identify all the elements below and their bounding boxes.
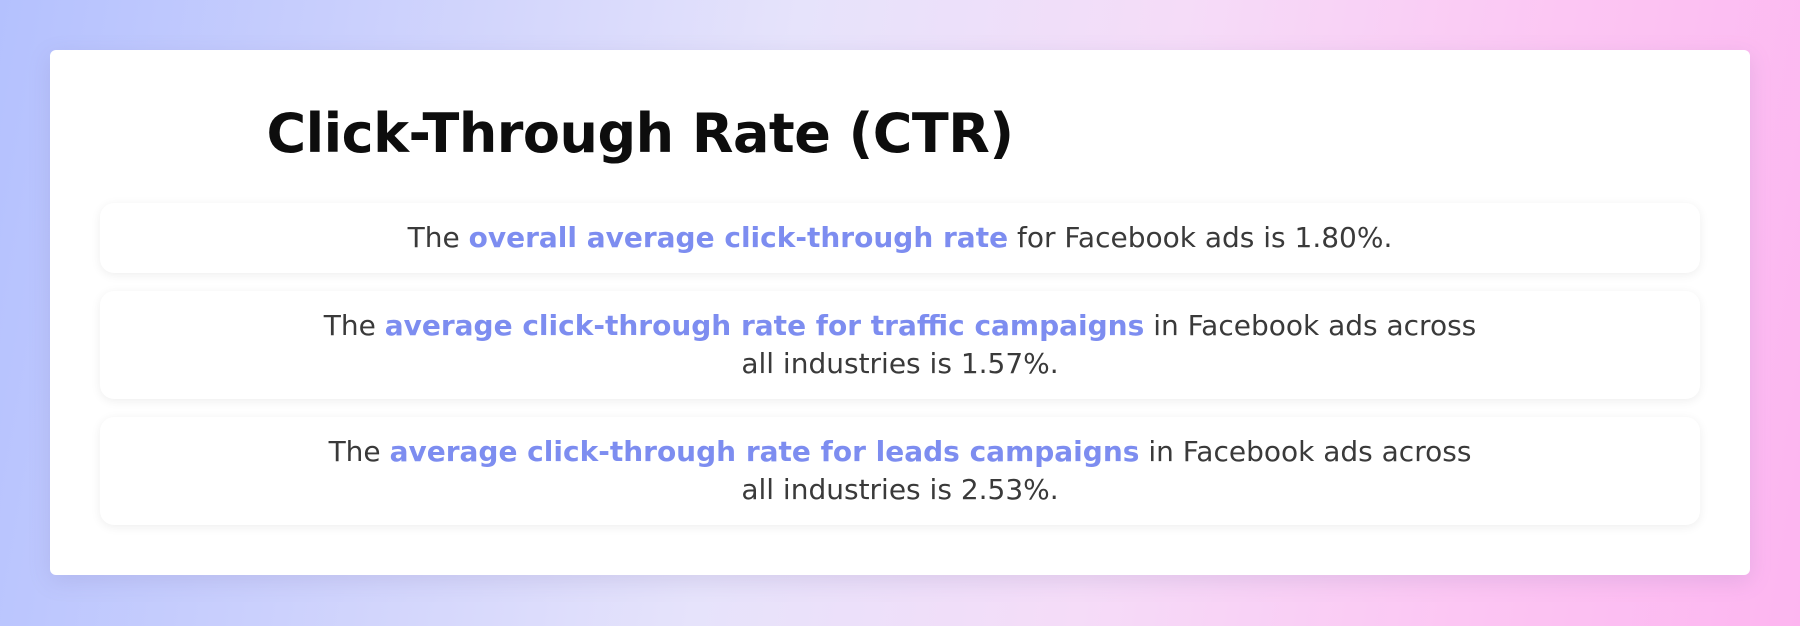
stat-suffix: in Facebook ads across all industries is… [741, 435, 1472, 506]
content-card: Click-Through Rate (CTR) The overall ave… [50, 50, 1750, 575]
page-title: Click-Through Rate (CTR) [266, 102, 1014, 165]
stat-text: The average click-through rate for traff… [310, 307, 1490, 383]
stat-prefix: The [323, 309, 385, 342]
stat-box-overall: The overall average click-through rate f… [100, 203, 1700, 273]
stat-box-traffic: The average click-through rate for traff… [100, 291, 1700, 399]
stat-suffix: for Facebook ads is 1.80%. [1008, 221, 1393, 254]
stat-text: The overall average click-through rate f… [408, 219, 1393, 257]
stat-highlight: overall average click-through rate [468, 221, 1009, 254]
stat-suffix: in Facebook ads across all industries is… [741, 309, 1477, 380]
stat-box-leads: The average click-through rate for leads… [100, 417, 1700, 525]
stat-prefix: The [407, 221, 469, 254]
stat-highlight: average click-through rate for traffic c… [384, 309, 1145, 342]
stat-highlight: average click-through rate for leads cam… [389, 435, 1140, 468]
stat-text: The average click-through rate for leads… [310, 433, 1490, 509]
stat-prefix: The [328, 435, 390, 468]
